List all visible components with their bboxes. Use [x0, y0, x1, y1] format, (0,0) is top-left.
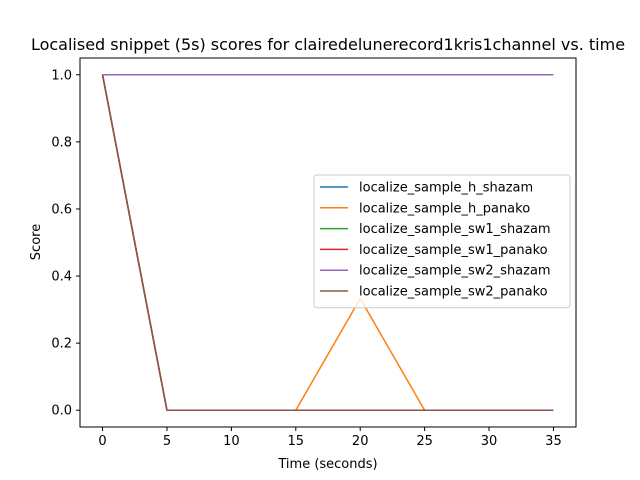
x-tick-label: 15 [288, 434, 305, 449]
series-line-localize_sample_sw2_panako [101, 74, 554, 411]
x-tick-label: 0 [98, 434, 106, 449]
x-tick-label: 10 [223, 434, 240, 449]
legend-entry-label: localize_sample_sw1_shazam [359, 222, 551, 237]
x-tick-label: 5 [163, 434, 171, 449]
legend-entry-label: localize_sample_h_panako [359, 201, 530, 216]
x-tick-label: 30 [481, 434, 498, 449]
x-tick-label: 25 [416, 434, 433, 449]
y-tick-label: 0.6 [51, 202, 72, 217]
plot-frame [79, 57, 577, 428]
y-axis: 0.0 0.2 0.4 0.6 0.8 1.0 [51, 68, 80, 419]
x-tick-label: 35 [545, 434, 562, 449]
legend-entry-label: localize_sample_sw2_panako [359, 285, 548, 300]
y-tick-label: 0.0 [51, 404, 72, 419]
x-tick-label: 20 [352, 434, 369, 449]
y-tick-label: 0.8 [51, 135, 72, 150]
y-axis-label: Score [29, 224, 44, 260]
series-layer [101, 74, 554, 411]
legend: localize_sample_h_shazam localize_sample_… [313, 174, 571, 309]
y-tick-label: 0.4 [51, 270, 72, 285]
y-tick-label: 1.0 [51, 68, 72, 83]
legend-entry-label: localize_sample_sw2_shazam [359, 264, 551, 279]
legend-entry-label: localize_sample_h_shazam [359, 181, 533, 196]
x-axis-label: Time (seconds) [277, 457, 377, 472]
legend-box [313, 174, 571, 309]
chart-title: Localised snippet (5s) scores for claire… [31, 35, 625, 54]
y-tick-label: 0.2 [51, 337, 72, 352]
legend-entry-label: localize_sample_sw1_panako [359, 243, 548, 258]
x-axis: 0 5 10 15 20 25 30 35 [98, 427, 562, 449]
